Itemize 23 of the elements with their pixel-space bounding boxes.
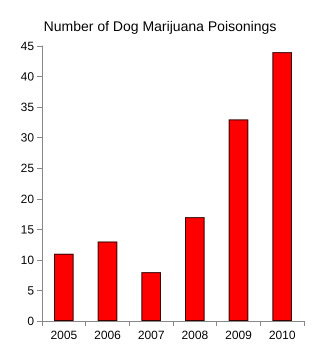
- y-tick-label: 20: [20, 192, 34, 206]
- bar: [185, 217, 205, 321]
- chart-title: Number of Dog Marijuana Poisonings: [44, 18, 276, 34]
- bar: [141, 272, 161, 321]
- x-tick-label: 2005: [50, 328, 78, 342]
- x-tick-label: 2008: [181, 328, 209, 342]
- y-tick-label: 45: [20, 39, 34, 53]
- x-tick-label: 2006: [94, 328, 122, 342]
- y-tick-label: 40: [20, 70, 34, 84]
- bar: [228, 119, 248, 321]
- y-tick-label: 30: [20, 130, 34, 145]
- y-tick-label: 25: [20, 161, 34, 176]
- y-tick-label: 15: [20, 222, 34, 236]
- x-tick-label: 2010: [268, 328, 296, 342]
- y-tick-label: 0: [27, 314, 34, 328]
- bar: [54, 254, 74, 321]
- y-tick-label: 10: [20, 252, 34, 267]
- x-tick-label: 2007: [138, 328, 165, 342]
- bar: [98, 242, 118, 321]
- y-tick-label: 5: [27, 283, 34, 298]
- x-tick-label: 2009: [225, 328, 252, 342]
- bar: [272, 52, 292, 321]
- y-tick-label: 35: [20, 100, 34, 114]
